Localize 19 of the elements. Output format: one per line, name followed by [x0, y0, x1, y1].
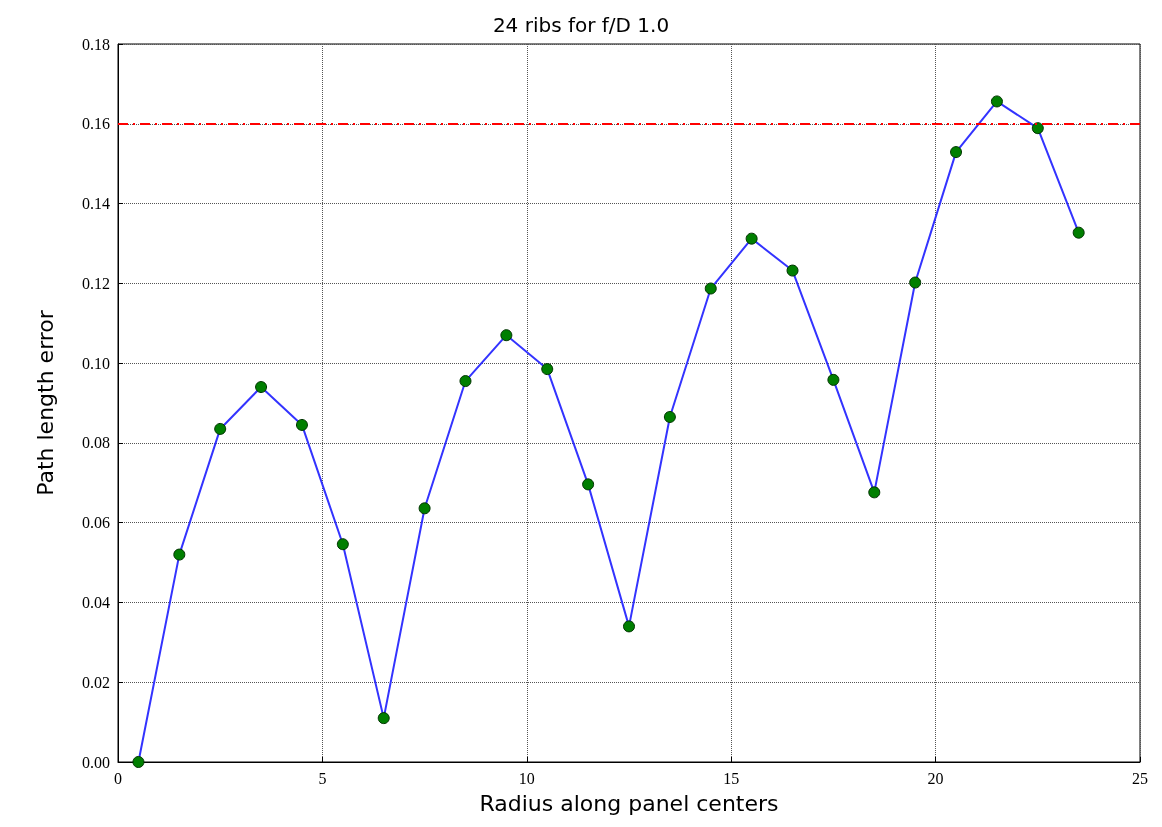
x-tick-label: 25 [1132, 769, 1148, 787]
y-tick-label: 0.04 [82, 593, 110, 611]
y-axis-title: Path length error [32, 309, 58, 496]
y-tick-label: 0.06 [82, 514, 110, 532]
y-tick-label: 0.08 [82, 434, 110, 452]
y-tick-label: 0.02 [82, 673, 110, 691]
y-tick-label: 0.16 [82, 115, 110, 133]
y-tick-label: 0.00 [82, 753, 110, 771]
y-tick-label: 0.18 [82, 35, 110, 53]
x-tick-label: 5 [318, 769, 327, 787]
y-tick-label: 0.14 [82, 195, 110, 213]
y-tick-label: 0.12 [82, 274, 110, 292]
chart-title: 24 ribs for f/D 1.0 [492, 13, 670, 37]
x-tick-label: 10 [518, 769, 535, 787]
x-tick-label: 15 [723, 769, 740, 787]
x-axis-title: Radius along panel centers [479, 790, 779, 816]
x-tick-label: 20 [927, 769, 944, 787]
x-tick-label: 0 [114, 769, 122, 787]
y-tick-label: 0.10 [82, 354, 110, 372]
